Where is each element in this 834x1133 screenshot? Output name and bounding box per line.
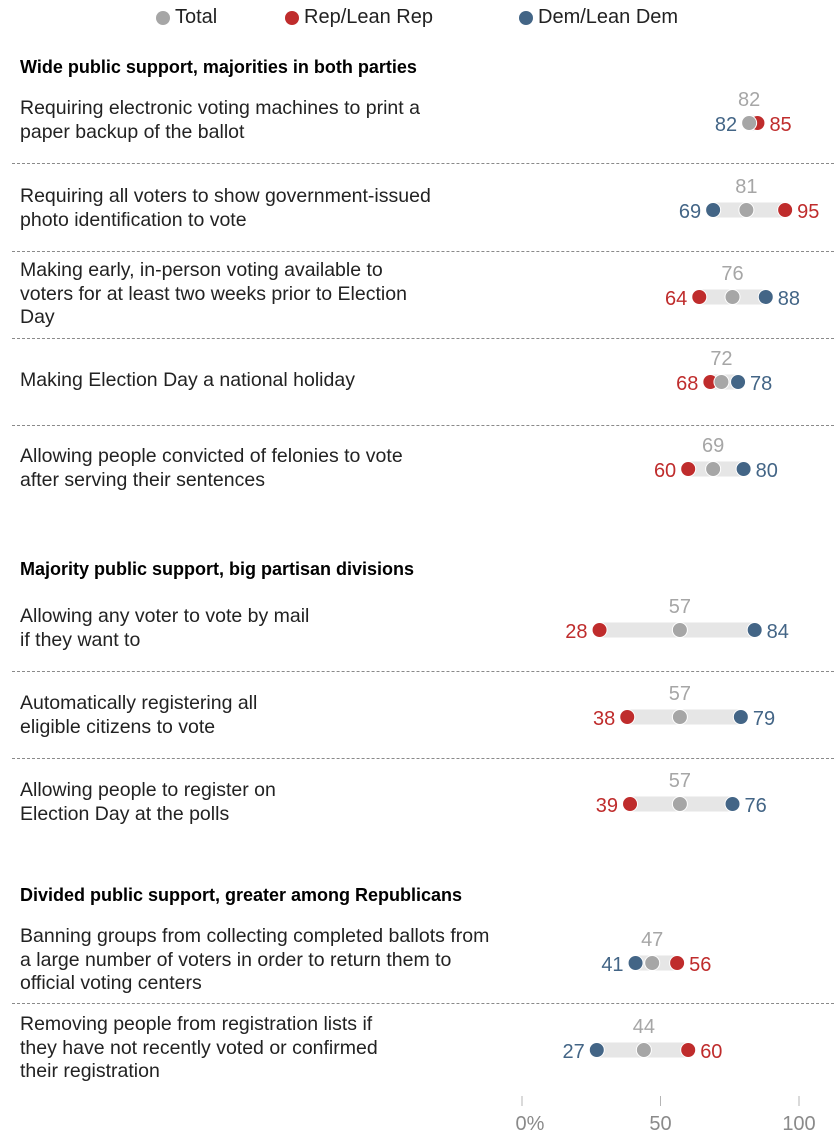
dem-dot: [705, 202, 722, 218]
divider: [12, 338, 834, 339]
x-tick-label: 0%: [516, 1113, 545, 1133]
total-dot: [671, 796, 688, 812]
dem-dot: [730, 374, 747, 390]
legend-dem: Dem/Lean Dem: [519, 6, 678, 29]
legend-rep-dot: [285, 10, 299, 25]
item-label: Requiring electronic voting machines to …: [20, 97, 420, 143]
rep-value-label: 64: [665, 288, 687, 310]
total-dot: [738, 202, 755, 218]
x-tick-label: 100: [782, 1113, 815, 1133]
x-tick-label: 50: [649, 1113, 671, 1133]
total-dot: [713, 374, 730, 390]
total-value-label: 44: [633, 1016, 655, 1038]
dem-value-label: 76: [745, 795, 767, 817]
total-value-label: 72: [710, 348, 732, 370]
item-label: Making Election Day a national holiday: [20, 369, 355, 391]
total-value-label: 57: [669, 770, 691, 792]
dem-dot: [588, 1042, 605, 1058]
item-label: Making early, in-person voting available…: [20, 259, 407, 328]
rep-value-label: 60: [700, 1041, 722, 1063]
item-label: Requiring all voters to show government-…: [20, 185, 431, 231]
total-value-label: 81: [735, 176, 757, 198]
total-value-label: 57: [669, 596, 691, 618]
dem-dot: [627, 955, 644, 971]
divider: [12, 671, 834, 672]
total-dot: [724, 289, 741, 305]
rep-value-label: 85: [769, 114, 791, 136]
rep-dot: [669, 955, 686, 971]
rep-dot: [619, 709, 636, 725]
legend-dem-dot: [519, 10, 533, 25]
dem-dot: [746, 622, 763, 638]
dem-dot: [724, 796, 741, 812]
rep-value-label: 68: [676, 373, 698, 395]
rep-dot: [691, 289, 708, 305]
legend: Total Rep/Lean Rep Dem/Lean Dem: [0, 6, 834, 36]
rep-dot: [680, 461, 697, 477]
dem-dot: [735, 461, 752, 477]
dem-value-label: 79: [753, 708, 775, 730]
legend-rep: Rep/Lean Rep: [285, 6, 433, 29]
section-title: Majority public support, big partisan di…: [20, 559, 415, 579]
legend-total-dot: [156, 10, 170, 25]
rep-value-label: 28: [565, 621, 587, 643]
divider: [12, 758, 834, 759]
rep-dot: [680, 1042, 697, 1058]
rep-value-label: 95: [797, 201, 819, 223]
rep-dot: [777, 202, 794, 218]
total-value-label: 47: [641, 929, 663, 951]
dem-value-label: 80: [756, 460, 778, 482]
legend-rep-label: Rep/Lean Rep: [304, 6, 433, 28]
dem-value-label: 78: [750, 373, 772, 395]
item-label: Automatically registering all eligible c…: [20, 692, 258, 738]
item-label: Allowing people to register on Election …: [20, 779, 276, 825]
total-value-label: 57: [669, 683, 691, 705]
dem-value-label: 88: [778, 288, 800, 310]
rep-dot: [622, 796, 639, 812]
total-dot: [705, 461, 722, 477]
dem-dot: [732, 709, 749, 725]
item-label: Banning groups from collecting completed…: [20, 925, 490, 994]
dem-dot: [757, 289, 774, 305]
dem-value-label: 69: [679, 201, 701, 223]
total-dot: [671, 622, 688, 638]
divider: [12, 425, 834, 426]
total-dot: [671, 709, 688, 725]
dem-value-label: 84: [767, 621, 789, 643]
item-label: Allowing people convicted of felonies to…: [20, 445, 403, 491]
total-dot: [741, 115, 758, 131]
dem-value-label: 82: [715, 114, 737, 136]
rep-value-label: 39: [596, 795, 618, 817]
divider: [12, 251, 834, 252]
dem-value-label: 41: [601, 954, 623, 976]
rep-dot: [591, 622, 608, 638]
divider: [12, 1003, 834, 1004]
dem-value-label: 27: [563, 1041, 585, 1063]
rep-value-label: 56: [689, 954, 711, 976]
divider: [12, 163, 834, 164]
total-value-label: 82: [738, 89, 760, 111]
total-dot: [644, 955, 661, 971]
legend-total-label: Total: [175, 6, 218, 28]
section-title: Divided public support, greater among Re…: [20, 885, 463, 905]
section-title: Wide public support, majorities in both …: [20, 57, 417, 77]
legend-dem-label: Dem/Lean Dem: [538, 6, 679, 28]
total-dot: [635, 1042, 652, 1058]
item-label: Allowing any voter to vote by mail if th…: [20, 605, 310, 651]
rep-value-label: 60: [654, 460, 676, 482]
legend-total: Total: [156, 6, 217, 29]
total-value-label: 69: [702, 435, 724, 457]
total-value-label: 76: [721, 263, 743, 285]
item-label: Removing people from registration lists …: [20, 1013, 378, 1082]
rep-value-label: 38: [593, 708, 615, 730]
